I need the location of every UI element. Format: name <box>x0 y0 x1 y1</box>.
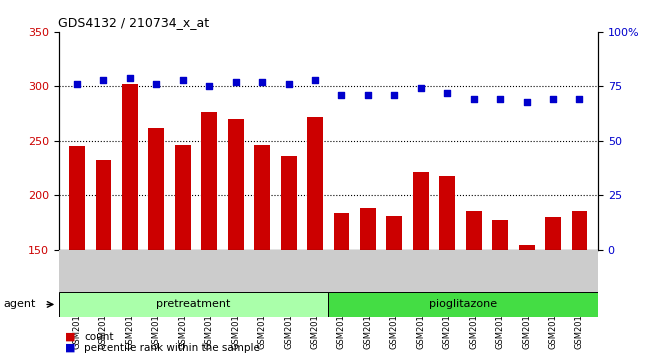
Bar <box>58 292 328 317</box>
Point <box>151 81 162 87</box>
Point <box>231 79 241 85</box>
Point <box>125 75 135 80</box>
Bar <box>281 156 296 250</box>
Bar <box>466 211 482 250</box>
Bar <box>333 212 350 250</box>
Bar <box>413 172 429 250</box>
Bar <box>387 216 402 250</box>
Text: count: count <box>84 332 114 342</box>
Bar <box>439 176 455 250</box>
Bar <box>545 217 561 250</box>
Bar <box>519 245 534 250</box>
Point <box>575 97 585 102</box>
Text: ■: ■ <box>65 332 75 342</box>
Point <box>72 81 82 87</box>
Point <box>98 77 109 82</box>
Text: percentile rank within the sample: percentile rank within the sample <box>84 343 261 353</box>
Text: ■: ■ <box>65 343 75 353</box>
Point <box>442 90 452 96</box>
Text: pretreatment: pretreatment <box>156 299 231 309</box>
Bar <box>202 113 217 250</box>
Point <box>548 97 558 102</box>
Point <box>389 92 400 98</box>
Point <box>310 77 320 82</box>
Bar <box>492 220 508 250</box>
Point <box>283 81 294 87</box>
Bar <box>254 145 270 250</box>
Point <box>257 79 267 85</box>
Text: pioglitazone: pioglitazone <box>429 299 497 309</box>
Point <box>469 97 479 102</box>
Bar <box>328 292 598 317</box>
Bar <box>307 117 323 250</box>
Point <box>363 92 373 98</box>
Bar <box>571 211 588 250</box>
Text: agent: agent <box>3 299 36 309</box>
Bar <box>148 128 164 250</box>
Point <box>415 86 426 91</box>
Point <box>204 84 214 89</box>
Bar <box>69 146 85 250</box>
Point <box>495 97 505 102</box>
Point <box>177 77 188 82</box>
Bar <box>360 208 376 250</box>
Point <box>336 92 346 98</box>
Bar <box>227 119 244 250</box>
Text: GDS4132 / 210734_x_at: GDS4132 / 210734_x_at <box>58 16 209 29</box>
Bar <box>175 145 190 250</box>
Point <box>521 99 532 104</box>
Bar <box>122 84 138 250</box>
Bar <box>96 160 111 250</box>
